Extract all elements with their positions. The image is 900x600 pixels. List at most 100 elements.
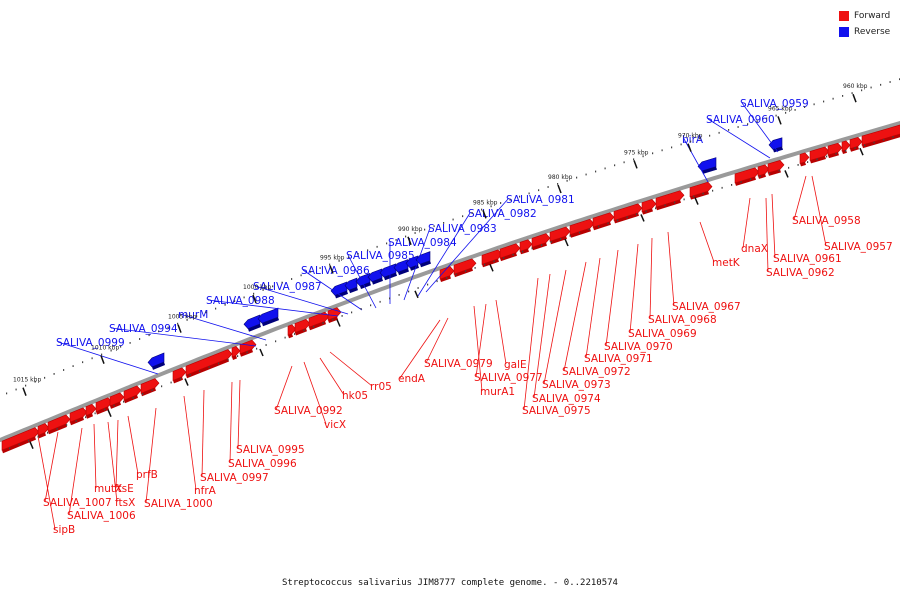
minor-tick <box>37 435 39 438</box>
gene-label: metK <box>712 257 741 269</box>
leader-line <box>523 277 539 411</box>
minor-tick <box>804 106 806 108</box>
minor-tick <box>142 393 144 395</box>
minor-tick <box>291 278 293 280</box>
minor-tick <box>6 392 8 395</box>
major-tick <box>329 265 334 274</box>
leader-line <box>741 102 779 153</box>
leader-line <box>201 389 205 478</box>
forward-gene-arrow-body <box>109 392 125 407</box>
forward-gene-arrow-body <box>1 427 40 451</box>
minor-tick <box>769 172 771 175</box>
genome-caption: Streptococcus salivarius JIM8777 complet… <box>282 578 618 588</box>
gene-label: SALIVA_0972 <box>562 366 631 378</box>
minor-tick <box>756 120 758 123</box>
forward-gene-arrow-shadow <box>124 394 138 404</box>
major-tick <box>414 290 419 299</box>
forward-gene-arrow <box>799 152 810 167</box>
minor-tick <box>462 215 464 218</box>
minor-tick <box>880 83 882 86</box>
minor-tick <box>807 161 809 163</box>
forward-gene-arrow-shadow <box>800 161 806 167</box>
gene-label: ftsE <box>114 483 134 495</box>
leader-line <box>811 175 827 247</box>
minor-tick <box>234 300 236 302</box>
major-tick <box>859 147 864 156</box>
scale-tick-label: 1015 kbp <box>13 377 41 384</box>
minor-tick <box>47 431 49 434</box>
minor-tick <box>424 228 426 231</box>
minor-tick <box>205 311 207 314</box>
leader-line <box>495 299 507 365</box>
minor-tick <box>617 219 619 222</box>
gene-label: murA1 <box>480 386 515 398</box>
minor-tick <box>465 270 467 273</box>
forward-gene-arrow-shadow <box>642 208 653 215</box>
forward-gene-arrow-body <box>689 181 713 198</box>
minor-tick <box>218 362 220 365</box>
leader-line <box>68 427 83 516</box>
gene-label: SALIVA_0974 <box>532 393 601 405</box>
leader-line <box>585 257 601 359</box>
forward-gene-arrow-body <box>499 243 521 259</box>
forward-gene-arrow-body <box>47 414 71 432</box>
minor-tick <box>44 376 46 379</box>
gene-label: SALIVA_0959 <box>740 98 809 110</box>
minor-tick <box>775 114 777 117</box>
minor-tick <box>56 428 58 430</box>
minor-tick <box>766 117 768 120</box>
strand-legend: Forward Reverse <box>839 9 890 41</box>
reverse-gene-arrow <box>379 263 397 281</box>
forward-gene-arrow-body <box>287 324 297 336</box>
major-tick <box>777 116 782 125</box>
leader-line <box>229 381 233 464</box>
reverse-gene-arrow-shadow <box>384 272 397 281</box>
minor-tick <box>94 412 96 415</box>
gene-label: SALIVA_0985 <box>346 250 415 262</box>
forward-gene-arrow-shadow <box>862 134 900 149</box>
minor-tick <box>693 195 695 198</box>
minor-tick <box>243 296 245 299</box>
forward-gene-arrow <box>861 124 900 149</box>
reverse-gene-arrow <box>697 157 717 174</box>
minor-tick <box>826 155 828 158</box>
minor-tick <box>110 349 112 352</box>
reverse-gene-arrow-shadow <box>410 264 419 271</box>
gene-label: SALIVA_0982 <box>468 208 537 220</box>
leader-line <box>237 379 241 450</box>
minor-tick <box>481 208 483 211</box>
forward-gene-arrow <box>231 346 241 360</box>
minor-tick <box>189 374 191 376</box>
minor-tick <box>348 256 350 259</box>
leader-line <box>275 365 293 411</box>
reverse-gene-arrow-body <box>415 251 431 265</box>
scale-tick-label: 1010 kbp <box>91 345 119 352</box>
legend-forward-label: Forward <box>854 11 891 21</box>
reverse-gene-arrow-shadow <box>335 290 348 299</box>
leader-line <box>302 269 363 311</box>
minor-tick <box>452 218 454 221</box>
minor-tick <box>405 235 407 238</box>
minor-tick <box>25 384 27 387</box>
leader-line <box>473 305 483 392</box>
minor-tick <box>367 249 369 252</box>
gene-label: dnaX <box>741 243 768 255</box>
forward-gene-arrow-body <box>613 203 643 221</box>
gene-label: galE <box>504 359 527 371</box>
forward-gene-arrow-body <box>294 318 311 333</box>
gene-label: SALIVA_0983 <box>428 223 497 235</box>
minor-tick <box>196 315 198 317</box>
minor-tick <box>788 166 790 169</box>
scale-tick-label: 970 kbp <box>678 133 703 140</box>
minor-tick <box>139 338 141 340</box>
forward-gene-arrow-body <box>827 142 843 156</box>
major-tick <box>640 214 645 222</box>
forward-gene-arrow <box>531 233 551 251</box>
forward-gene-arrow-shadow <box>758 173 766 179</box>
reverse-gene-arrow-shadow <box>248 324 261 332</box>
forward-gene-arrow-shadow <box>520 248 529 255</box>
minor-tick <box>224 303 226 306</box>
minor-tick <box>842 95 844 97</box>
minor-tick <box>237 355 239 357</box>
minor-tick <box>576 176 578 179</box>
